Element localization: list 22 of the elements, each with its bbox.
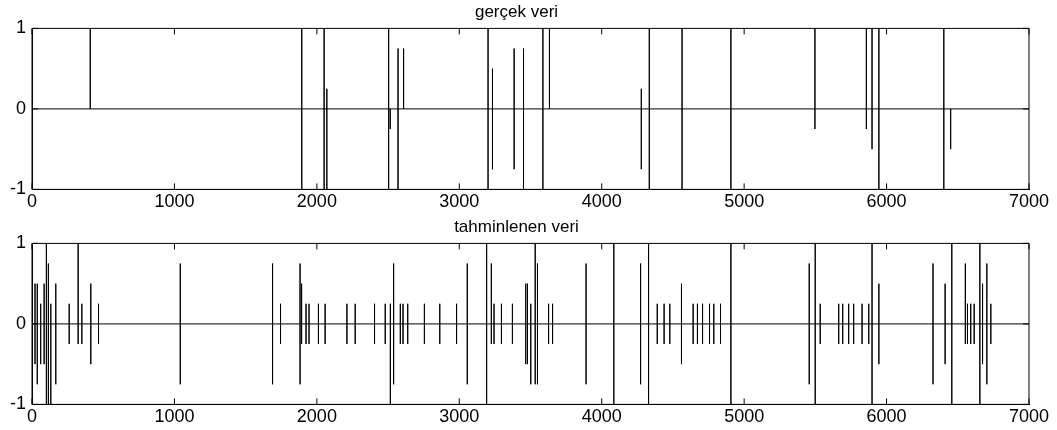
x-tick-label: 2000 xyxy=(296,191,337,212)
x-tick-label: 6000 xyxy=(866,191,907,212)
x-tick-label: 1000 xyxy=(154,191,195,212)
x-tick-label: 5000 xyxy=(724,191,765,212)
y-tick-label: -1 xyxy=(9,393,26,414)
x-tick-label: 1000 xyxy=(154,406,195,427)
y-tick-label: 1 xyxy=(15,17,26,38)
y-tick-label: 0 xyxy=(15,312,26,333)
x-tick-label: 7000 xyxy=(1008,406,1050,427)
y-tick-label: 0 xyxy=(15,97,26,118)
x-tick-label: 3000 xyxy=(439,406,480,427)
x-tick-label: 7000 xyxy=(1008,191,1050,212)
x-tick-label: 2000 xyxy=(296,406,337,427)
x-tick-label: 4000 xyxy=(581,191,622,212)
y-tick-label: 1 xyxy=(15,232,26,253)
chart-title: tahminlenen veri xyxy=(454,216,579,236)
x-tick-label: 4000 xyxy=(581,406,622,427)
y-tick-label: -1 xyxy=(9,178,26,199)
x-tick-label: 5000 xyxy=(724,406,765,427)
chart-title: gerçek veri xyxy=(474,1,559,21)
x-tick-label: 3000 xyxy=(439,191,480,212)
x-tick-label: 6000 xyxy=(866,406,907,427)
